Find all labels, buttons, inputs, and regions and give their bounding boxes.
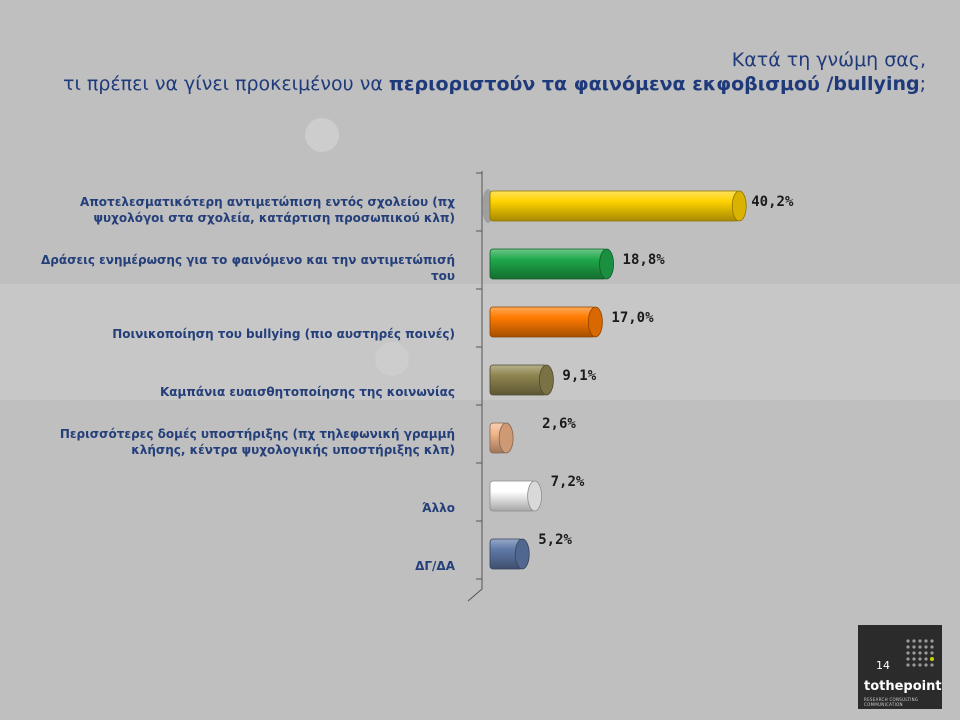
category-label-line: Αποτελεσματικότερη αντιμετώπιση εντός σχ…	[80, 195, 455, 209]
chart-title: Κατά τη γνώμη σας, τι πρέπει να γίνει πρ…	[63, 48, 926, 96]
value-label: 18,8%	[622, 252, 665, 268]
bar-body	[489, 248, 607, 280]
value-label: 9,1%	[562, 368, 597, 384]
title-line-1: Κατά τη γνώμη σας,	[731, 49, 926, 71]
category-label-line: του	[430, 269, 455, 283]
category-label: Αποτελεσματικότερη αντιμετώπιση εντός σχ…	[15, 194, 455, 226]
bar-3	[489, 306, 603, 338]
background-decoration	[375, 342, 409, 376]
background-band	[0, 284, 960, 400]
value-label: 5,2%	[538, 532, 572, 548]
logo-brand: tothepoint	[864, 679, 942, 694]
bar-body	[489, 306, 596, 338]
bar-1	[489, 190, 747, 222]
bar-5	[489, 422, 514, 454]
bar-body	[489, 364, 547, 396]
category-label: Άλλο	[15, 500, 455, 516]
category-label-line: ψυχολόγοι στα σχολεία, κατάρτιση προσωπι…	[93, 211, 456, 225]
title-line-2: τι πρέπει να γίνει προκειμένου να περιορ…	[63, 72, 926, 96]
page-number: 14	[876, 659, 890, 672]
title-line-2-suffix: ;	[919, 73, 926, 95]
category-label-line: Καμπάνια ευαισθητοποίησης της κοινωνίας	[159, 385, 455, 399]
background-decoration	[305, 118, 339, 152]
bar-end-cap	[599, 248, 614, 280]
bar-end-cap	[588, 306, 603, 338]
category-label-line: Περισσότερες δομές υποστήριξης (πχ τηλεφ…	[59, 427, 455, 441]
bar-end-cap	[539, 364, 554, 396]
bar-4	[489, 364, 554, 396]
bar-end-cap	[514, 538, 530, 570]
bar-end-cap	[731, 190, 747, 222]
value-label: 7,2%	[550, 474, 585, 490]
value-label: 17,0%	[611, 310, 654, 326]
category-label: Δράσεις ενημέρωσης για το φαινόμενο και …	[15, 252, 455, 284]
bar-7	[489, 538, 530, 570]
value-label: 2,6%	[542, 416, 576, 432]
category-label: Ποινικοποίηση του bullying (πιο αυστηρές…	[15, 326, 455, 342]
bar-end-cap	[527, 480, 543, 512]
chart-axis-line	[467, 171, 483, 602]
logo-dots-icon	[906, 639, 934, 667]
bar-body	[489, 190, 740, 222]
logo-tagline: RESEARCH CONSULTING COMMUNICATION	[864, 697, 919, 707]
bar-6	[489, 480, 543, 512]
category-label-line: Δράσεις ενημέρωσης για το φαινόμενο και …	[41, 253, 455, 267]
value-label: 40,2%	[751, 194, 794, 210]
category-label-line: ΔΓ/ΔΑ	[415, 559, 455, 573]
company-logo: 14 tothepoint RESEARCH CONSULTING COMMUN…	[858, 625, 942, 709]
bar-end-cap	[498, 422, 514, 454]
bar-2	[489, 248, 614, 280]
category-label-line: Ποινικοποίηση του bullying (πιο αυστηρές…	[112, 327, 455, 341]
title-line-2-prefix: τι πρέπει να γίνει προκειμένου να	[63, 73, 389, 95]
category-label-line: Άλλο	[422, 501, 455, 515]
title-line-2-bold: περιοριστούν τα φαινόμενα εκφοβισμού /bu…	[388, 73, 920, 95]
category-label: ΔΓ/ΔΑ	[15, 558, 455, 574]
category-label: Περισσότερες δομές υποστήριξης (πχ τηλεφ…	[15, 426, 455, 458]
category-label: Καμπάνια ευαισθητοποίησης της κοινωνίας	[15, 384, 455, 400]
category-label-line: κλήσης, κέντρα ψυχολογικής υποστήριξης κ…	[131, 443, 455, 457]
